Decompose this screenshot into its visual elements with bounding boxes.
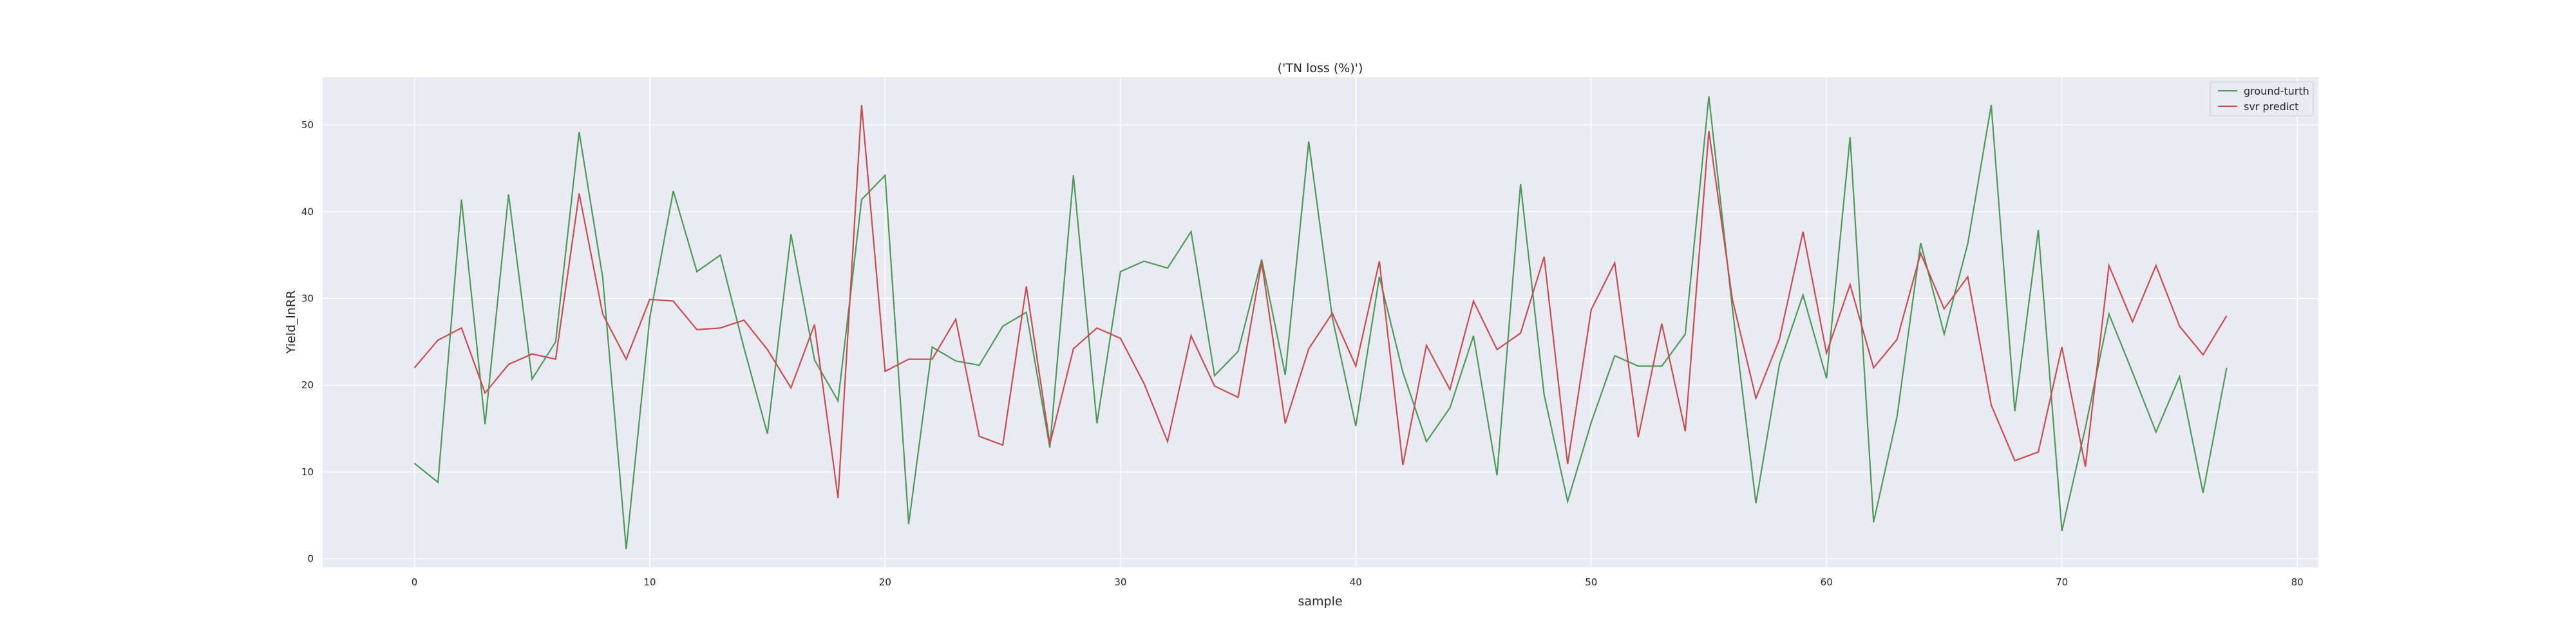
x-tick-label: 80 bbox=[2291, 576, 2304, 588]
x-tick-label: 60 bbox=[1821, 576, 1833, 588]
plot-area bbox=[323, 77, 2318, 567]
legend: ground-turth svr predict bbox=[2210, 81, 2314, 117]
x-tick-label: 30 bbox=[1114, 576, 1126, 588]
y-tick-label: 50 bbox=[301, 119, 314, 131]
x-tick-label: 20 bbox=[879, 576, 891, 588]
y-tick-label: 30 bbox=[301, 292, 314, 304]
series-line-ground-turth bbox=[413, 96, 2228, 549]
y-tick-label: 0 bbox=[307, 553, 314, 565]
y-tick-label: 10 bbox=[301, 466, 314, 478]
x-tick-label: 50 bbox=[1585, 576, 1597, 588]
legend-label-svr-predict: svr predict bbox=[2244, 100, 2298, 113]
x-axis-label: sample bbox=[1298, 594, 1342, 609]
series-line-svr-predict bbox=[413, 105, 2228, 498]
x-tick-label: 0 bbox=[412, 576, 418, 588]
x-tick-label: 40 bbox=[1350, 576, 1362, 588]
y-axis-label: Yield_lnRR bbox=[284, 290, 298, 354]
chart-title: ('TN loss (%)') bbox=[1278, 61, 1363, 75]
x-axis-ticks: 0 10 20 30 40 50 60 70 80 bbox=[412, 576, 2304, 588]
y-axis-ticks: 0 10 20 30 40 50 bbox=[301, 119, 314, 564]
y-tick-label: 40 bbox=[301, 206, 314, 218]
grid-lines bbox=[323, 77, 2318, 567]
x-tick-label: 70 bbox=[2056, 576, 2068, 588]
legend-label-ground-turth: ground-turth bbox=[2244, 85, 2309, 97]
series-lines bbox=[413, 96, 2228, 549]
y-tick-label: 20 bbox=[301, 379, 314, 391]
x-tick-label: 10 bbox=[643, 576, 656, 588]
